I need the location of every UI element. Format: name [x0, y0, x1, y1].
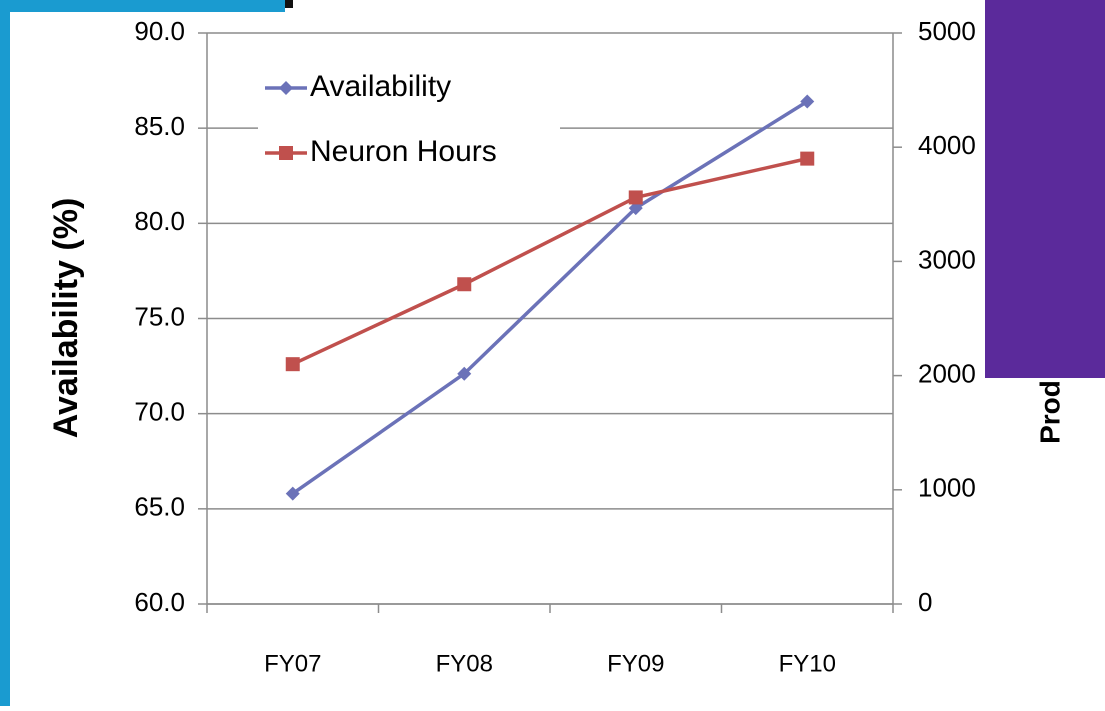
point — [628, 201, 643, 216]
y2-tick-label: 0 — [918, 587, 932, 617]
top-border — [0, 0, 285, 12]
y2-axis-title: Prod — [1034, 380, 1065, 444]
point — [279, 81, 293, 95]
purple-box — [985, 0, 1105, 378]
point — [628, 190, 643, 205]
x-tick-label: FY08 — [436, 650, 493, 677]
y-tick-label: 80.0 — [134, 206, 185, 236]
y-tick-label: 60.0 — [134, 587, 185, 617]
series-line — [291, 100, 809, 496]
point — [800, 151, 815, 166]
plot: 60.0 65.0 70.0 75.0 80.0 85.0 90.0 0 1000 2000 300… — [134, 16, 975, 677]
legend-label: Availability — [310, 70, 451, 103]
x-tick-label: FY10 — [779, 650, 836, 677]
series-line — [292, 156, 808, 366]
y-tick-label: 90.0 — [134, 16, 185, 46]
legend-label: Neuron Hours — [310, 135, 497, 168]
x-tick-label: FY09 — [607, 650, 664, 677]
point — [279, 146, 293, 160]
y-tick-label: 75.0 — [134, 301, 185, 331]
y-tick-label: 65.0 — [134, 492, 185, 522]
legend: Availability Neuron Hours — [258, 62, 560, 178]
corner-mark — [285, 0, 293, 8]
legend-box — [258, 62, 560, 178]
y2-tick-label: 2000 — [918, 358, 976, 388]
point — [457, 277, 472, 292]
y2-tick-label: 5000 — [918, 16, 976, 46]
point — [457, 366, 472, 381]
y2-tick-label: 3000 — [918, 244, 976, 274]
left-border — [0, 0, 10, 706]
y2-tick-label: 4000 — [918, 130, 976, 160]
point — [285, 357, 300, 372]
x-tick-label: FY07 — [264, 650, 321, 677]
y-tick-label: 85.0 — [134, 111, 185, 141]
y-axis-title: Availability (%) — [47, 198, 85, 439]
y-tick-label: 70.0 — [134, 397, 185, 427]
point — [285, 486, 300, 501]
y2-tick-label: 1000 — [918, 473, 976, 503]
point — [800, 94, 815, 109]
